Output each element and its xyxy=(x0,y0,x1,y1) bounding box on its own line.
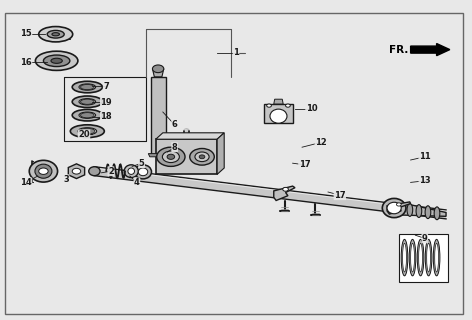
Ellipse shape xyxy=(135,165,152,179)
Text: 3: 3 xyxy=(63,175,69,184)
Text: 13: 13 xyxy=(419,176,430,185)
Ellipse shape xyxy=(425,239,432,276)
Ellipse shape xyxy=(417,239,424,276)
Ellipse shape xyxy=(47,30,64,38)
Text: 4: 4 xyxy=(134,178,140,187)
FancyArrow shape xyxy=(411,44,450,56)
Ellipse shape xyxy=(79,84,96,90)
Ellipse shape xyxy=(286,104,290,107)
Text: 7: 7 xyxy=(103,82,109,91)
Ellipse shape xyxy=(72,81,102,93)
Ellipse shape xyxy=(124,165,138,178)
Polygon shape xyxy=(264,104,293,123)
Ellipse shape xyxy=(411,243,414,272)
Polygon shape xyxy=(68,164,84,179)
Ellipse shape xyxy=(409,239,416,276)
Ellipse shape xyxy=(72,168,81,174)
Ellipse shape xyxy=(419,243,422,272)
Text: 12: 12 xyxy=(315,138,327,147)
Ellipse shape xyxy=(433,239,440,276)
Ellipse shape xyxy=(157,147,185,166)
Ellipse shape xyxy=(79,112,96,118)
Polygon shape xyxy=(151,77,166,154)
Ellipse shape xyxy=(199,155,205,159)
Ellipse shape xyxy=(382,198,406,218)
Text: 2: 2 xyxy=(108,167,114,176)
Text: 5: 5 xyxy=(139,159,144,168)
Ellipse shape xyxy=(195,152,209,162)
Ellipse shape xyxy=(167,154,175,159)
Ellipse shape xyxy=(267,104,271,107)
Ellipse shape xyxy=(138,168,148,176)
Polygon shape xyxy=(156,133,224,139)
Ellipse shape xyxy=(72,109,102,121)
Ellipse shape xyxy=(407,204,413,216)
Ellipse shape xyxy=(72,96,102,108)
Polygon shape xyxy=(387,202,411,214)
Ellipse shape xyxy=(387,202,401,214)
Ellipse shape xyxy=(81,99,94,104)
Ellipse shape xyxy=(425,206,431,219)
Ellipse shape xyxy=(35,51,78,70)
Polygon shape xyxy=(152,69,164,77)
Ellipse shape xyxy=(270,109,287,123)
Ellipse shape xyxy=(190,148,214,165)
Polygon shape xyxy=(217,133,224,174)
Bar xyxy=(399,234,448,282)
Ellipse shape xyxy=(70,125,104,138)
Ellipse shape xyxy=(81,84,94,90)
Ellipse shape xyxy=(283,188,288,191)
Ellipse shape xyxy=(51,58,62,63)
Text: 14: 14 xyxy=(20,178,32,187)
Polygon shape xyxy=(274,186,295,201)
Ellipse shape xyxy=(52,33,59,36)
Ellipse shape xyxy=(435,243,438,272)
Polygon shape xyxy=(274,99,283,104)
Ellipse shape xyxy=(416,205,422,218)
Text: 8: 8 xyxy=(172,143,177,152)
Ellipse shape xyxy=(81,113,94,118)
Ellipse shape xyxy=(427,243,430,272)
Polygon shape xyxy=(392,201,446,216)
Text: 1: 1 xyxy=(233,48,239,57)
Ellipse shape xyxy=(152,65,164,73)
Text: 17: 17 xyxy=(299,160,310,169)
Text: 16: 16 xyxy=(20,58,32,67)
Ellipse shape xyxy=(396,203,401,206)
Ellipse shape xyxy=(29,160,58,182)
Ellipse shape xyxy=(39,27,73,42)
Polygon shape xyxy=(94,167,446,219)
Text: 6: 6 xyxy=(172,120,177,129)
Ellipse shape xyxy=(78,128,97,135)
Ellipse shape xyxy=(162,151,179,163)
Ellipse shape xyxy=(128,168,135,174)
Text: 15: 15 xyxy=(20,29,32,38)
Ellipse shape xyxy=(389,201,395,214)
Text: 17: 17 xyxy=(334,191,346,200)
Ellipse shape xyxy=(401,239,408,276)
Ellipse shape xyxy=(434,207,440,220)
Ellipse shape xyxy=(403,243,406,272)
Polygon shape xyxy=(148,154,168,157)
Text: 10: 10 xyxy=(306,104,317,113)
Text: 20: 20 xyxy=(78,130,90,139)
Ellipse shape xyxy=(35,164,52,178)
Text: 11: 11 xyxy=(419,152,430,161)
Ellipse shape xyxy=(89,167,100,176)
Ellipse shape xyxy=(80,128,95,134)
Text: 19: 19 xyxy=(101,98,112,107)
Text: 18: 18 xyxy=(101,112,112,121)
Ellipse shape xyxy=(398,203,404,215)
Text: FR.: FR. xyxy=(389,44,408,55)
Polygon shape xyxy=(156,139,217,174)
Ellipse shape xyxy=(79,99,96,105)
Ellipse shape xyxy=(39,168,48,174)
Text: 9: 9 xyxy=(422,234,428,243)
Ellipse shape xyxy=(43,55,70,67)
